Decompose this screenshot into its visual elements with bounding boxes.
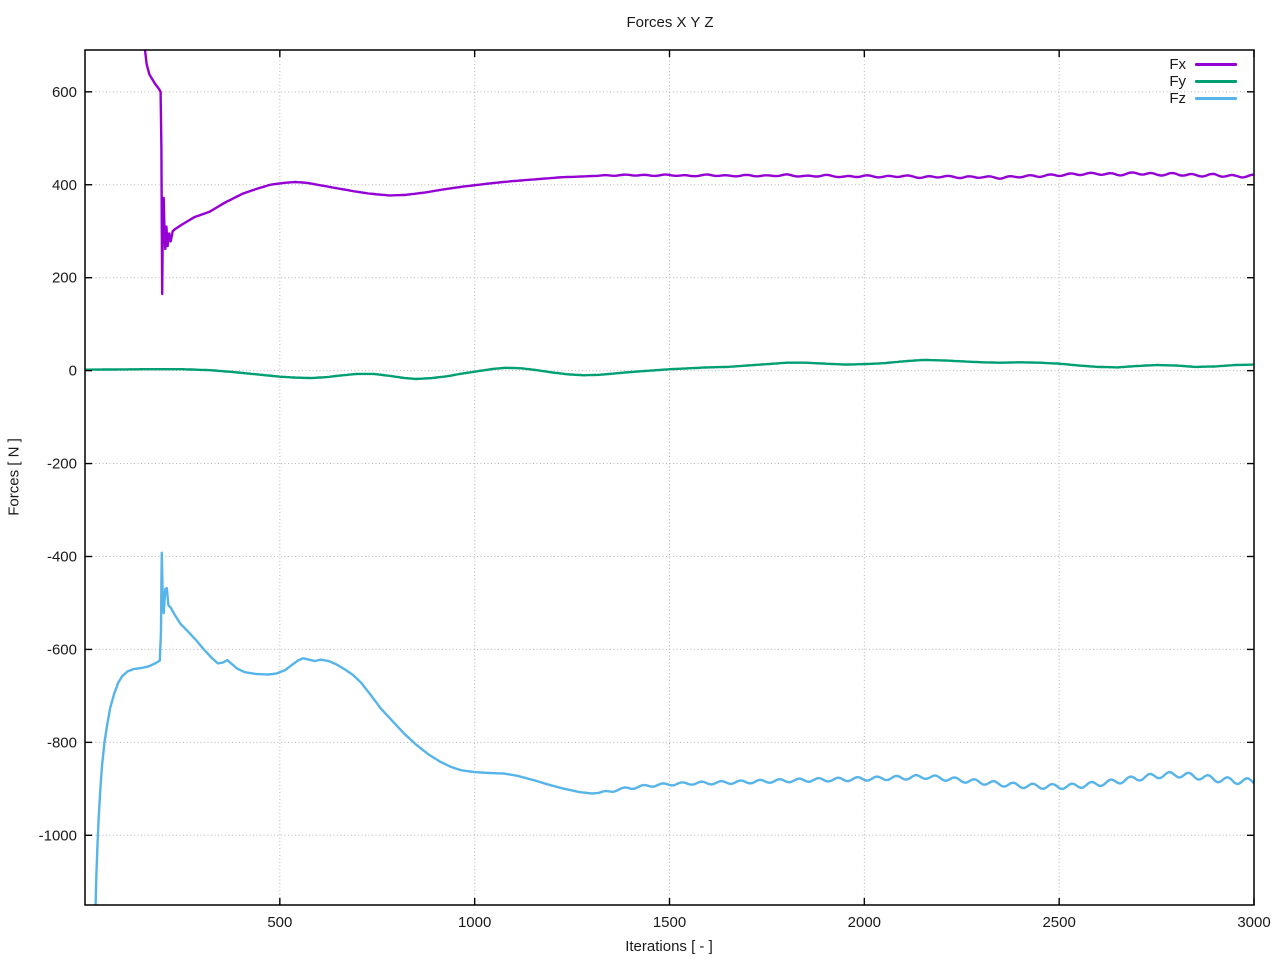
fx-curve [143, 50, 1254, 296]
fx-line-swatch [1195, 63, 1237, 66]
fz-curve [94, 551, 1254, 905]
legend-item-fz: Fz [1169, 90, 1237, 107]
chart-title: Forces X Y Z [626, 14, 714, 31]
x-tick-label: 2500 [1042, 914, 1075, 931]
x-tick-label: 1000 [458, 914, 491, 931]
y-tick-label: -200 [47, 456, 77, 473]
y-tick-label: -1000 [39, 827, 77, 844]
y-tick-label: -800 [47, 734, 77, 751]
legend-label-fx: Fx [1169, 56, 1186, 73]
legend-item-fx: Fx [1169, 56, 1237, 73]
x-tick-label: 1500 [653, 914, 686, 931]
legend: Fx Fy Fz [1169, 56, 1237, 107]
y-tick-label: -600 [47, 641, 77, 658]
x-tick-label: 3000 [1237, 914, 1270, 931]
y-tick-label: -400 [47, 548, 77, 565]
legend-label-fy: Fy [1169, 73, 1186, 90]
y-tick-label: 200 [52, 270, 77, 287]
x-tick-label: 2000 [848, 914, 881, 931]
legend-label-fz: Fz [1169, 90, 1186, 107]
fy-line-swatch [1195, 80, 1237, 83]
fz-line-swatch [1195, 97, 1237, 100]
y-tick-label: 600 [52, 84, 77, 101]
fy-curve [85, 358, 1254, 381]
legend-item-fy: Fy [1169, 73, 1237, 90]
x-axis-label: Iterations [ - ] [625, 938, 713, 955]
y-tick-label: 0 [69, 363, 77, 380]
y-tick-label: 400 [52, 177, 77, 194]
x-tick-label: 500 [267, 914, 292, 931]
